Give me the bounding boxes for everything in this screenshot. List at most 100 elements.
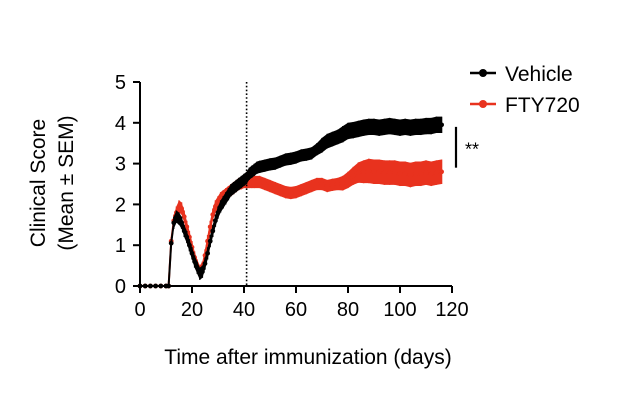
data-point-fty720 [184,224,190,230]
data-point-vehicle [387,123,392,129]
data-point-vehicle [262,163,268,169]
data-point-vehicle [434,122,439,128]
legend-label-fty720: FTY720 [505,94,580,117]
data-point-fty720 [330,182,335,188]
y-tick-label: 3 [115,154,126,176]
data-point-vehicle [220,199,226,205]
data-point-fty720 [371,169,377,175]
data-point-fty720 [366,168,372,174]
data-point-vehicle [205,250,211,256]
data-point-vehicle [392,124,398,130]
data-point-fty720 [408,172,413,178]
x-tick-label: 100 [383,299,416,321]
data-point-fty720 [387,170,392,175]
data-point-fty720 [278,187,283,193]
data-point-fty720 [319,181,325,187]
data-point-vehicle [350,127,356,133]
data-point-vehicle [345,128,351,134]
data-point-vehicle [423,123,429,129]
data-point-vehicle [361,125,366,131]
data-point-vehicle [408,125,413,131]
y-axis-title-line2: (Mean ± SEM) [55,115,78,250]
data-point-vehicle [293,155,299,160]
data-point-vehicle [278,159,283,164]
data-point-fty720 [340,180,346,186]
data-point-fty720 [257,179,262,185]
data-point-fty720 [402,171,408,177]
data-point-vehicle [192,259,198,264]
data-point-fty720 [288,190,294,196]
data-point-vehicle [335,134,340,140]
data-point-vehicle [314,146,320,152]
data-point-vehicle [439,122,444,128]
data-point-fty720 [298,187,304,193]
legend: Vehicle FTY720 [470,63,580,117]
data-point-vehicle [418,124,424,130]
data-point-vehicle [309,151,314,156]
data-point-fty720 [350,173,356,179]
data-point-vehicle [218,204,224,209]
data-point-vehicle [200,269,205,275]
data-point-fty720 [434,170,439,175]
data-point-fty720 [382,170,387,175]
legend-marker-vehicle [479,69,487,77]
data-point-fty720 [252,179,257,185]
data-point-fty720 [418,171,424,177]
data-point-fty720 [304,185,309,191]
y-tick-label: 2 [115,194,126,216]
data-point-vehicle [179,220,185,226]
data-point-fty720 [423,170,429,175]
axes: 0 20 40 60 80 100 120 0 1 2 3 4 5 [115,72,469,321]
data-point-vehicle [283,157,288,162]
x-tick-label: 20 [181,299,203,321]
data-point-fty720 [356,170,361,175]
data-point-fty720 [262,181,268,187]
data-point-fty720 [335,181,340,187]
data-point-vehicle [215,210,221,215]
significance-label: ** [465,139,479,159]
data-point-fty720 [324,183,330,189]
data-point-vehicle [288,156,294,162]
data-point-fty720 [392,170,398,175]
data-point-fty720 [283,189,288,195]
series-line-vehicle [140,123,442,287]
data-point-fty720 [345,177,351,183]
data-point-vehicle [267,162,273,167]
data-point-vehicle [366,124,372,130]
data-point-fty720 [439,169,444,175]
data-point-fty720 [267,183,273,189]
data-point-vehicle [330,136,335,142]
data-point-fty720 [361,169,366,175]
data-point-fty720 [397,171,403,177]
legend-marker-fty720 [479,100,487,108]
data-point-fty720 [181,214,187,220]
y-axis-title-line1: Clinical Score [27,119,50,247]
x-axis-title: Time after immunization (days) [164,346,451,369]
y-tick-label: 0 [115,276,126,298]
data-point-vehicle [257,164,262,170]
x-tick-label: 60 [285,299,307,321]
data-point-fty720 [314,181,320,187]
data-point-vehicle [319,142,325,148]
data-point-vehicle [210,228,216,234]
data-point-vehicle [207,238,213,244]
data-point-vehicle [202,261,208,266]
y-ticks: 0 1 2 3 4 5 [115,72,140,298]
y-tick-label: 4 [115,113,126,135]
data-point-fty720 [376,169,382,175]
data-point-fty720 [210,212,216,218]
data-point-vehicle [189,250,195,256]
data-point-vehicle [428,123,434,129]
data-point-vehicle [298,153,304,158]
data-point-vehicle [413,124,418,130]
legend-label-vehicle: Vehicle [505,63,573,86]
x-tick-label: 0 [134,299,145,321]
series-vehicle [137,116,444,289]
y-tick-label: 5 [115,72,126,94]
data-point-fty720 [309,183,314,189]
data-point-vehicle [181,228,187,234]
x-tick-label: 80 [337,299,359,321]
data-point-fty720 [179,206,185,211]
sem-band-fty720 [140,158,442,286]
